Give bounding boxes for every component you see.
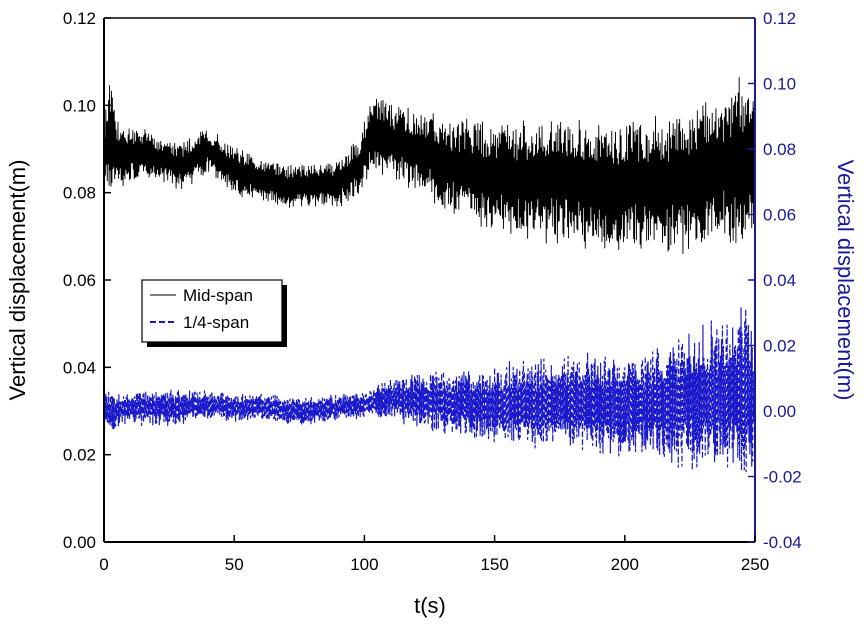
x-axis-title: t(s) [414,593,446,618]
left-tick-label: 0.00 [63,533,96,552]
right-axis-ticks: -0.04 -0.02 0.00 0.02 0.04 0.06 0.08 0.10 0.12 [748,9,802,552]
legend-box [141,279,283,343]
bottom-tick-label: 50 [225,555,244,574]
plot-series [103,77,756,473]
y-axis-title-left: Vertical displacement(m) [5,160,30,401]
bottom-tick-label: 250 [741,555,769,574]
right-tick-label: 0.10 [763,75,796,94]
bottom-tick-label: 0 [99,555,108,574]
right-tick-label: -0.04 [763,533,802,552]
right-tick-label: 0.00 [763,402,796,421]
right-tick-label: 0.02 [763,337,796,356]
left-tick-label: 0.12 [63,9,96,28]
left-tick-label: 0.04 [63,358,96,377]
legend-label-quarter-span: 1/4-span [183,313,249,332]
left-tick-label: 0.10 [63,96,96,115]
bottom-axis-ticks: 0 50 100 150 200 250 [99,535,769,574]
right-tick-label: 0.08 [763,140,796,159]
bottom-tick-label: 200 [611,555,639,574]
series-line-quarter-span [103,307,756,473]
left-tick-label: 0.08 [63,184,96,203]
right-tick-label: 0.12 [763,9,796,28]
left-axis-ticks: 0.00 0.02 0.04 0.06 0.08 0.10 0.12 [63,9,111,552]
right-tick-label: 0.06 [763,206,796,225]
legend: Mid-span 1/4-span [141,279,287,347]
series-line-mid-span [103,77,756,254]
left-tick-label: 0.02 [63,446,96,465]
bottom-tick-label: 100 [350,555,378,574]
right-tick-label: 0.04 [763,271,796,290]
left-tick-label: 0.06 [63,271,96,290]
bottom-tick-label: 150 [480,555,508,574]
y-axis-title-right: Vertical displacement(m) [833,160,858,401]
right-tick-label: -0.02 [763,468,802,487]
legend-label-mid-span: Mid-span [183,286,253,305]
